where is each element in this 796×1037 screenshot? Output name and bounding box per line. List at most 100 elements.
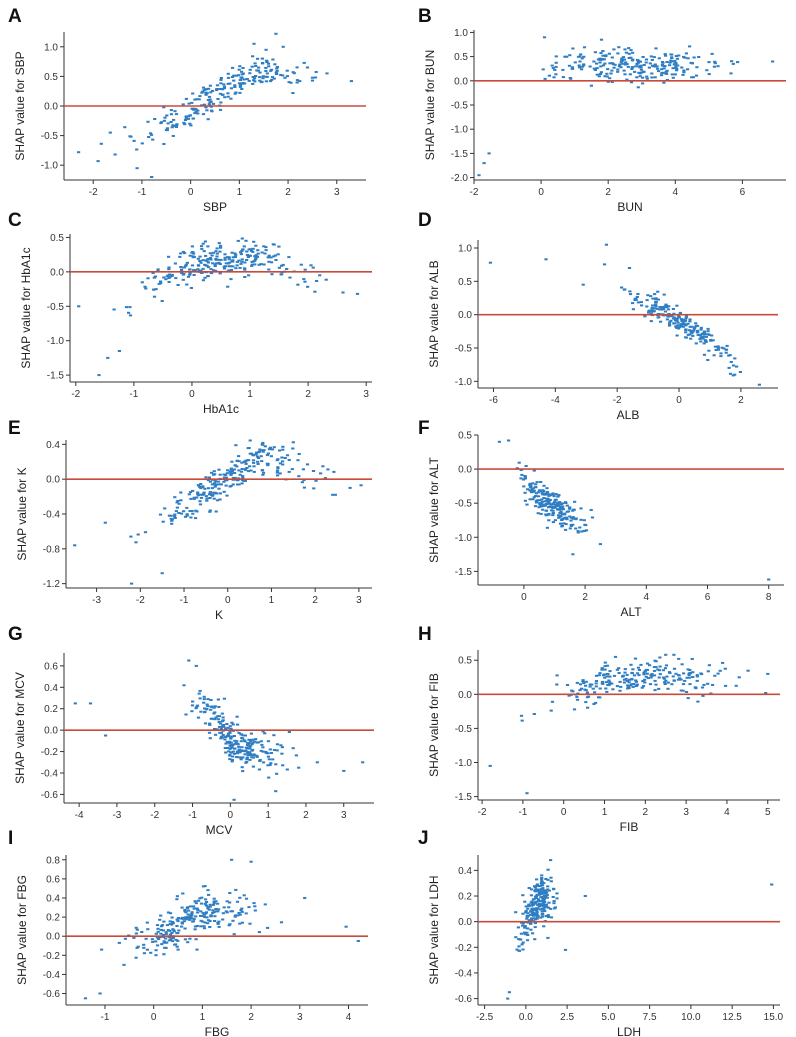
data-point-i xyxy=(238,922,242,925)
data-point-g xyxy=(219,737,223,740)
data-point-i xyxy=(263,903,267,906)
data-point-i xyxy=(134,932,138,935)
data-point-i xyxy=(227,924,231,927)
data-point-h xyxy=(629,663,633,666)
data-point-g xyxy=(268,748,272,751)
data-point-a xyxy=(195,98,199,101)
data-point-g xyxy=(228,754,232,757)
data-point-i xyxy=(195,948,199,951)
y-tick-label-b: -1.5 xyxy=(451,149,469,160)
data-point-a xyxy=(201,113,206,116)
y-tick-label-j: 0.2 xyxy=(458,892,472,903)
data-point-h xyxy=(635,683,639,686)
data-point-i xyxy=(266,926,270,929)
data-point-d xyxy=(689,329,693,332)
data-point-h xyxy=(662,677,666,680)
data-point-i xyxy=(135,946,139,949)
data-point-g xyxy=(224,727,228,730)
y-tick-label-i: -0.6 xyxy=(43,989,61,1000)
data-point-b xyxy=(570,66,574,69)
data-point-c xyxy=(279,273,283,276)
data-point-c xyxy=(178,255,182,258)
data-point-c xyxy=(222,265,226,268)
data-point-f xyxy=(532,496,536,499)
data-point-a xyxy=(151,138,155,141)
data-point-c xyxy=(247,274,251,277)
data-point-g xyxy=(261,750,265,753)
data-point-i xyxy=(142,952,146,955)
data-point-f xyxy=(537,489,542,492)
data-point-a xyxy=(253,80,257,83)
data-point-e xyxy=(189,497,193,500)
data-point-h xyxy=(586,706,590,709)
data-point-g xyxy=(244,750,248,753)
data-point-a xyxy=(291,92,295,94)
data-point-i xyxy=(206,905,210,908)
data-point-g xyxy=(217,721,221,723)
data-point-a xyxy=(219,78,223,81)
data-point-g xyxy=(279,744,283,747)
data-point-a xyxy=(196,112,200,115)
data-point-c xyxy=(256,252,260,255)
data-point-j xyxy=(529,922,533,925)
data-point-c xyxy=(230,251,234,254)
data-point-e xyxy=(196,491,200,494)
data-point-g xyxy=(225,723,229,725)
data-point-g xyxy=(203,722,208,725)
data-point-e xyxy=(196,494,200,497)
data-point-d xyxy=(696,329,700,332)
data-point-h xyxy=(633,657,638,660)
data-point-j xyxy=(525,931,529,934)
data-point-e xyxy=(319,472,323,475)
data-point-c xyxy=(179,252,183,255)
data-point-e xyxy=(196,493,200,495)
data-point-f xyxy=(560,513,564,516)
data-point-d xyxy=(673,322,677,325)
data-point-e xyxy=(204,476,208,479)
data-point-d xyxy=(669,319,673,322)
data-point-j xyxy=(535,915,540,918)
data-point-a xyxy=(181,103,185,106)
data-point-j xyxy=(541,915,545,918)
data-point-b xyxy=(601,58,605,61)
data-point-i xyxy=(170,916,174,919)
data-point-e xyxy=(238,473,242,476)
y-tick-label-b: 0.0 xyxy=(454,76,468,87)
data-point-i xyxy=(134,956,138,959)
data-point-h xyxy=(670,683,674,686)
data-point-e xyxy=(205,499,209,502)
data-point-i xyxy=(238,896,242,899)
y-tick-label-f: -1.0 xyxy=(455,533,473,544)
panel-letter-j: J xyxy=(418,828,429,849)
data-point-h xyxy=(579,687,584,690)
data-point-g xyxy=(196,716,201,719)
data-point-d xyxy=(676,324,680,327)
data-point-e xyxy=(199,483,203,485)
data-point-e xyxy=(212,497,216,500)
data-point-f xyxy=(497,440,501,443)
data-point-j xyxy=(534,913,538,916)
data-point-b xyxy=(664,70,668,73)
data-point-b xyxy=(661,71,665,74)
data-point-a xyxy=(218,88,222,90)
data-point-f xyxy=(521,478,526,481)
data-point-g xyxy=(235,740,239,743)
data-point-a xyxy=(292,72,296,75)
data-point-g xyxy=(239,740,243,743)
data-point-a xyxy=(260,57,264,60)
data-point-d xyxy=(653,293,657,296)
points-e xyxy=(73,439,363,585)
data-point-c xyxy=(234,253,238,256)
data-point-e xyxy=(129,535,133,538)
data-point-i xyxy=(175,895,179,898)
data-point-a xyxy=(314,71,318,73)
data-point-j xyxy=(544,903,548,906)
data-point-a xyxy=(233,92,237,95)
y-tick-label-j: -0.4 xyxy=(455,968,473,979)
data-point-j xyxy=(541,889,545,892)
data-point-a xyxy=(174,113,179,116)
data-point-e xyxy=(226,469,230,472)
data-point-i xyxy=(253,905,257,908)
data-point-c xyxy=(296,283,300,286)
data-point-j xyxy=(535,878,539,881)
